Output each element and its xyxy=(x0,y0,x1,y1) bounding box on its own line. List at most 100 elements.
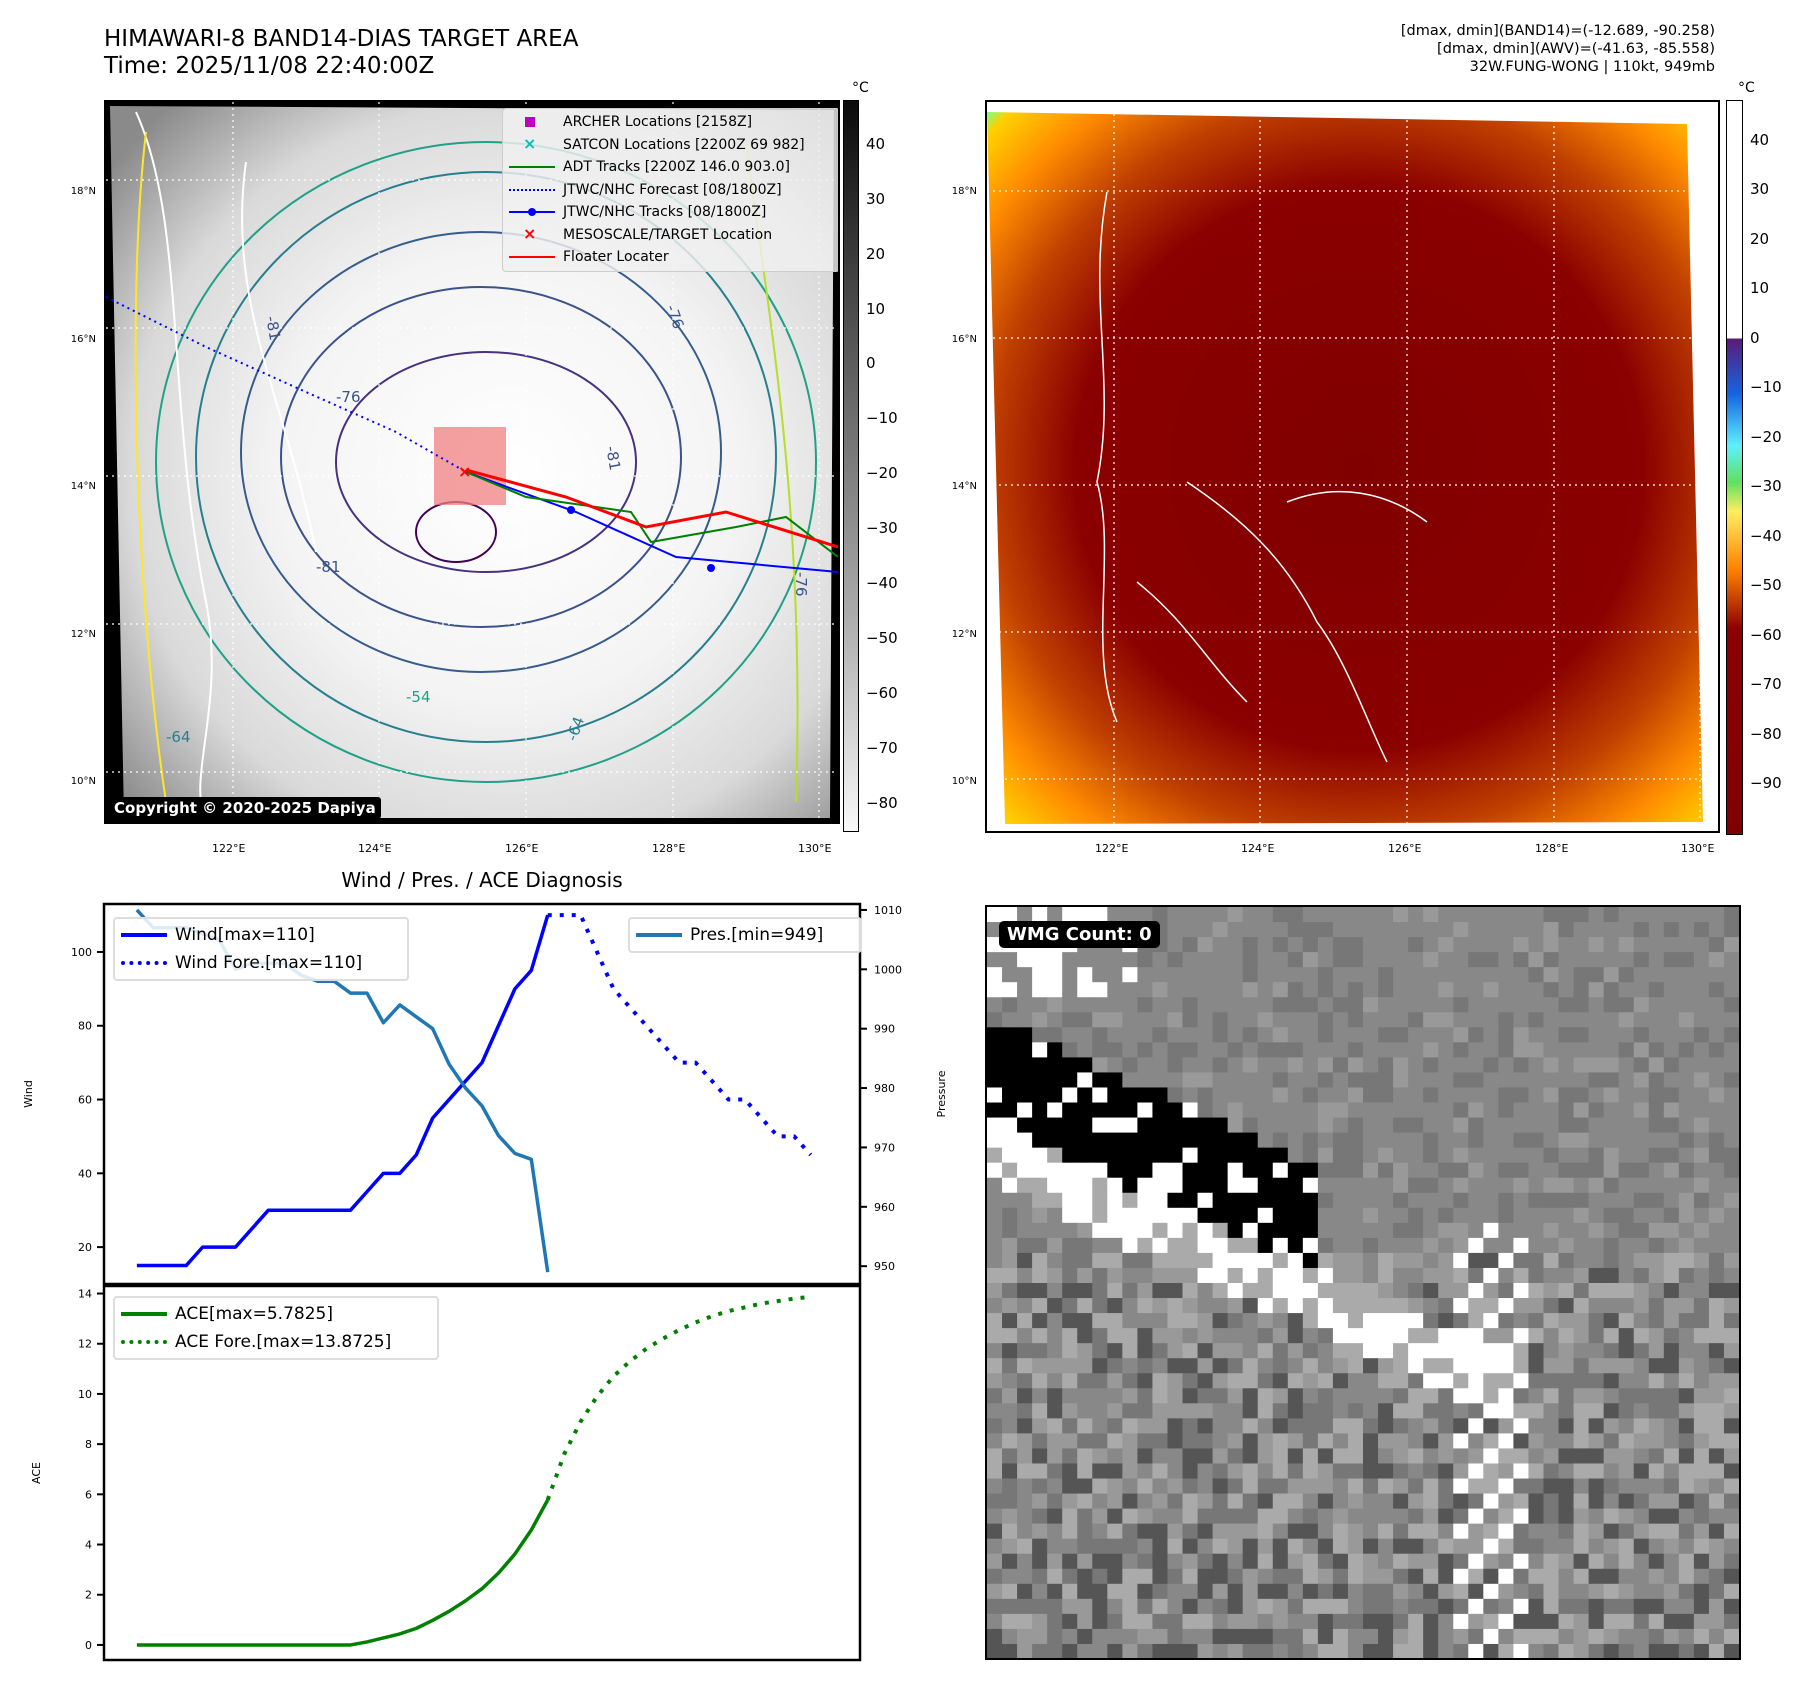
wmg-pixel xyxy=(1708,1042,1725,1058)
wmg-pixel xyxy=(1017,1418,1033,1434)
wmg-pixel xyxy=(1468,1102,1484,1119)
wmg-pixel xyxy=(1453,1448,1469,1464)
wmg-pixel xyxy=(1272,1027,1289,1043)
wmg-pixel xyxy=(1678,1538,1695,1555)
wmg-pixel xyxy=(1287,1027,1304,1043)
wmg-pixel xyxy=(1483,1252,1499,1269)
wmg-pixel xyxy=(1438,1222,1454,1239)
wmg-pixel xyxy=(1453,1478,1469,1495)
wmg-pixel xyxy=(1633,1072,1650,1088)
wmg-pixel xyxy=(1302,1192,1319,1209)
wmg-pixel xyxy=(1017,997,1033,1013)
wmg-pixel xyxy=(1678,1207,1695,1224)
wmg-pixel xyxy=(1378,1478,1394,1495)
wmg-pixel xyxy=(1723,1373,1739,1389)
wmg-pixel xyxy=(1017,1568,1033,1585)
wmg-pixel xyxy=(1197,1553,1214,1570)
wmg-pixel xyxy=(1618,1072,1635,1088)
wmg-pixel xyxy=(1332,1418,1349,1434)
colorbar-unit: °C xyxy=(1738,80,1755,96)
wmg-pixel xyxy=(1092,1463,1108,1480)
legend-label: MESOSCALE/TARGET Location xyxy=(563,226,773,243)
wmg-pixel xyxy=(1062,1027,1078,1043)
wmg-pixel xyxy=(1588,1343,1605,1359)
wmg-pixel xyxy=(1438,1388,1454,1404)
wmg-pixel xyxy=(1347,1358,1364,1374)
lon-label: 124°E xyxy=(1241,842,1275,855)
wmg-pixel xyxy=(987,1222,1003,1239)
wmg-pixel xyxy=(1678,1388,1695,1404)
y-right-tick-label: 1010 xyxy=(874,904,902,917)
wmg-pixel xyxy=(1212,1207,1229,1224)
wmg-pixel xyxy=(1212,1523,1229,1540)
wmg-pixel xyxy=(1633,1117,1650,1134)
wmg-pixel xyxy=(1468,1147,1484,1164)
wmg-pixel xyxy=(1378,1117,1394,1134)
wmg-pixel xyxy=(1663,1027,1680,1043)
wmg-pixel xyxy=(1242,1027,1259,1043)
wmg-pixel xyxy=(1618,967,1635,983)
wmg-pixel xyxy=(1062,982,1078,998)
wmg-pixel xyxy=(1227,1267,1244,1284)
wmg-pixel xyxy=(1618,1283,1635,1299)
wmg-pixel xyxy=(1167,1283,1184,1299)
wmg-pixel xyxy=(1167,1132,1184,1149)
wmg-pixel xyxy=(1498,1613,1514,1630)
wmg-pixel xyxy=(1618,1162,1635,1179)
wmg-pixel xyxy=(1077,1177,1093,1194)
wmg-pixel xyxy=(1573,1613,1590,1630)
wmg-pixel xyxy=(1032,1463,1048,1480)
wmg-pixel xyxy=(1723,1147,1739,1164)
wmg-pixel xyxy=(1573,997,1590,1013)
wmg-pixel xyxy=(1047,1042,1063,1058)
wmg-pixel xyxy=(1257,1012,1274,1028)
wmg-pixel xyxy=(1347,952,1364,968)
wmg-pixel xyxy=(1633,1132,1650,1149)
wmg-pixel xyxy=(1122,1252,1138,1269)
wmg-pixel xyxy=(1122,1328,1138,1344)
wmg-pixel xyxy=(1498,1628,1514,1645)
wmg-pixel xyxy=(1468,1388,1484,1404)
wmg-pixel xyxy=(1002,1598,1018,1615)
wmg-pixel xyxy=(1423,1388,1439,1404)
wmg-pixel xyxy=(1302,1177,1319,1194)
wmg-pixel xyxy=(1363,1328,1379,1344)
wmg-pixel xyxy=(1332,1598,1349,1615)
wmg-pixel xyxy=(1242,1418,1259,1434)
wmg-pixel xyxy=(1272,1478,1289,1495)
wmg-pixel xyxy=(1227,1553,1244,1570)
wmg-pixel xyxy=(1077,1222,1093,1239)
wmg-pixel xyxy=(1302,1087,1319,1104)
wmg-pixel xyxy=(1257,1072,1274,1088)
wmg-pixel xyxy=(1393,1298,1409,1314)
wmg-pixel xyxy=(1137,1132,1153,1149)
wmg-pixel xyxy=(1107,1042,1123,1058)
wmg-pixel xyxy=(1363,937,1379,953)
wmg-pixel xyxy=(1723,1613,1739,1630)
wmg-pixel xyxy=(1092,1192,1108,1209)
wmg-pixel xyxy=(1633,1057,1650,1073)
y-tick-label: 2 xyxy=(85,1589,92,1602)
wmg-pixel xyxy=(1002,1132,1018,1149)
wmg-pixel xyxy=(1663,1583,1680,1600)
wmg-pixel xyxy=(1092,1267,1108,1284)
wmg-pixel xyxy=(1558,1117,1575,1134)
wmg-pixel xyxy=(1648,907,1665,923)
wmg-pixel xyxy=(1723,922,1739,938)
wmg-pixel xyxy=(1693,1252,1710,1269)
colorbar-tick: −60 xyxy=(866,683,898,702)
wmg-pixel xyxy=(1002,1298,1018,1314)
wmg-pixel xyxy=(1363,1117,1379,1134)
wmg-pixel xyxy=(1137,1267,1153,1284)
wmg-pixel xyxy=(1543,982,1560,998)
wmg-pixel xyxy=(1257,1087,1274,1104)
wmg-pixel xyxy=(1573,1598,1590,1615)
wmg-pixel xyxy=(1092,1373,1108,1389)
wmg-pixel xyxy=(1107,1192,1123,1209)
wmg-pixel xyxy=(1588,1298,1605,1314)
colorbar-tick: 30 xyxy=(866,189,886,208)
wmg-pixel xyxy=(1242,1613,1259,1630)
wmg-pixel xyxy=(1393,1313,1409,1329)
wmg-pixel xyxy=(1137,1328,1153,1344)
contour-label: -81 xyxy=(602,445,624,472)
